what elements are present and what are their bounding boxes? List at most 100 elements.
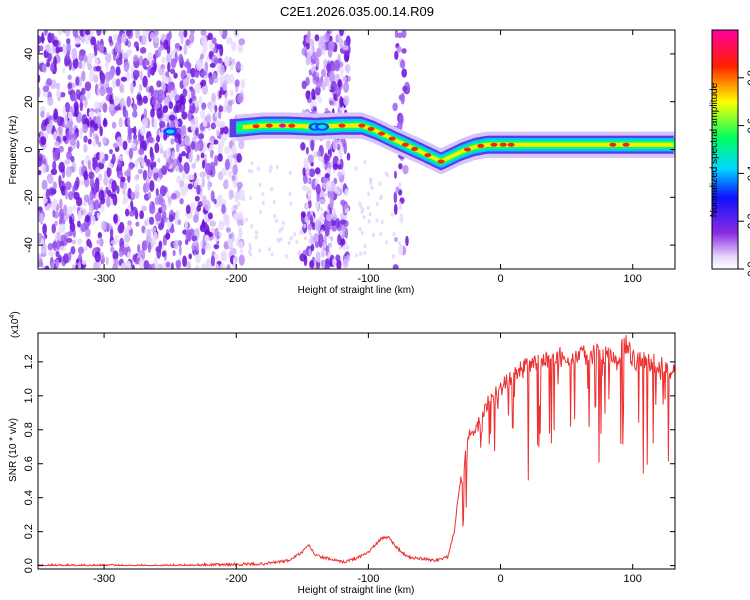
noise-speckle — [180, 131, 184, 140]
noise-speckle — [122, 188, 126, 195]
noise-speckle — [82, 123, 88, 134]
noise-speckle — [195, 59, 201, 66]
noise-speckle — [81, 87, 86, 95]
noise-speckle — [181, 151, 186, 157]
noise-speckle — [83, 194, 90, 203]
noise-speckle — [42, 91, 47, 98]
noise-speckle — [321, 81, 326, 91]
noise-speckle — [229, 89, 234, 97]
noise-speckle — [83, 143, 88, 153]
noise-speckle — [324, 226, 330, 237]
noise-speckle — [100, 203, 105, 213]
noise-speckle — [190, 141, 196, 150]
noise-speckle — [159, 185, 167, 197]
noise-speckle — [75, 196, 83, 207]
noise-speckle — [99, 236, 103, 248]
noise-speckle — [81, 70, 86, 82]
noise-speckle — [109, 148, 113, 155]
noise-speckle — [82, 207, 87, 217]
noise-speckle — [123, 60, 130, 72]
noise-speckle — [148, 216, 155, 225]
noise-speckle — [133, 41, 139, 48]
noise-speckle — [113, 213, 118, 224]
noise-speckle — [89, 203, 95, 214]
noise-speckle — [73, 180, 79, 191]
noise-speckle — [46, 78, 53, 86]
noise-speckle — [126, 262, 131, 269]
noise-speckle — [315, 56, 320, 68]
noise-speckle — [314, 34, 320, 42]
noise-speckle — [66, 43, 70, 52]
noise-speckle — [67, 111, 73, 120]
noise-speckle — [210, 190, 215, 203]
noise-speckle — [62, 135, 67, 142]
noise-speckle — [85, 227, 91, 237]
noise-speckle — [209, 63, 216, 69]
noise-speckle — [319, 198, 326, 205]
noise-speckle — [176, 175, 182, 184]
noise-speckle — [89, 190, 95, 200]
noise-speckle — [339, 65, 344, 77]
noise-speckle — [141, 240, 148, 251]
noise-speckle — [173, 105, 179, 114]
noise-speckle — [182, 88, 188, 98]
noise-speckle — [165, 161, 170, 169]
noise-speckle — [114, 41, 122, 53]
noise-speckle — [211, 92, 216, 102]
noise-speckle — [41, 179, 48, 190]
noise-speckle — [363, 160, 367, 165]
noise-speckle — [91, 156, 98, 163]
y-tick-label: 0.0 — [23, 558, 35, 573]
y-tick-label: 0 — [23, 146, 35, 152]
noise-speckle — [213, 198, 217, 205]
noise-speckle — [393, 203, 398, 215]
noise-speckle — [112, 78, 117, 89]
noise-speckle — [247, 168, 251, 174]
noise-speckle — [94, 251, 101, 263]
noise-speckle — [237, 44, 244, 53]
noise-speckle — [139, 46, 147, 54]
noise-speckle — [170, 192, 177, 200]
noise-speckle — [332, 138, 338, 151]
noise-speckle — [316, 150, 321, 157]
noise-speckle — [346, 245, 350, 251]
noise-speckle — [275, 164, 279, 170]
noise-speckle — [393, 170, 397, 179]
noise-speckle — [185, 76, 190, 86]
noise-speckle — [178, 153, 183, 163]
noise-speckle — [213, 263, 220, 269]
noise-speckle — [135, 174, 140, 180]
noise-speckle — [185, 182, 189, 193]
noise-speckle — [250, 169, 254, 174]
noise-speckle — [190, 201, 196, 212]
noise-speckle — [231, 174, 236, 181]
noise-speckle — [59, 91, 66, 98]
noise-speckle — [361, 207, 365, 213]
noise-speckle — [214, 104, 218, 113]
colorbar-tick-label: 0.0 — [746, 261, 750, 276]
noise-speckle — [226, 37, 233, 45]
noise-speckle — [156, 80, 162, 88]
noise-speckle — [55, 89, 62, 98]
noise-speckle — [40, 136, 47, 146]
noise-speckle — [276, 237, 280, 243]
snr-scale-label: (x104) — [9, 311, 21, 338]
noise-speckle — [74, 38, 81, 45]
ridge-mid — [236, 118, 675, 168]
noise-speckle — [209, 161, 216, 171]
noise-speckle — [58, 208, 64, 220]
noise-speckle — [47, 52, 52, 62]
noise-speckle — [80, 223, 87, 233]
noise-speckle — [316, 201, 320, 213]
noise-speckle — [320, 207, 324, 212]
noise-speckle — [67, 146, 73, 153]
noise-speckle — [305, 167, 310, 176]
noise-speckle — [238, 138, 245, 150]
noise-speckle — [312, 106, 317, 112]
noise-speckle — [102, 119, 108, 128]
noise-speckle — [55, 46, 60, 54]
noise-speckle — [233, 204, 239, 210]
snr-x-label: Height of straight line (km) — [298, 585, 415, 596]
noise-speckle — [335, 217, 341, 229]
noise-speckle — [213, 57, 219, 64]
